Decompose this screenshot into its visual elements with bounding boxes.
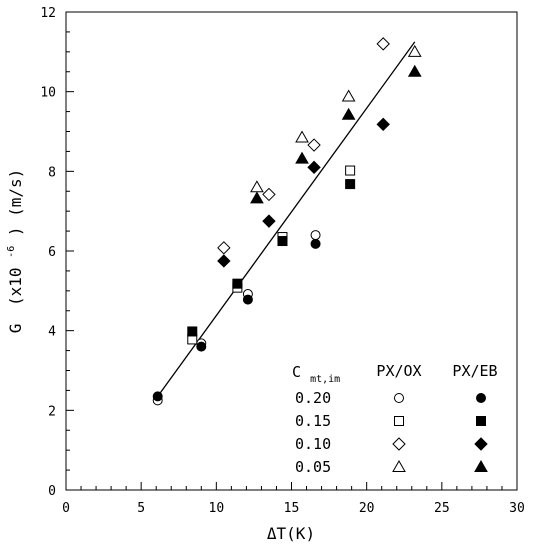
y-axis-title-units: ) (m/s) [6,169,25,236]
x-tick-label: 5 [137,501,145,516]
y-tick-label: 4 [48,325,56,340]
data-point-diamond-filled [376,117,390,132]
y-tick-label: 2 [48,404,56,419]
legend-marker-square-open [394,416,404,426]
data-point-circle-filled [152,391,163,402]
legend-row-label: 0.10 [295,435,331,453]
data-point-diamond-filled [262,214,276,228]
data-point-circle-open [310,230,321,241]
fit-line-group [157,41,416,397]
y-tick-label: 6 [48,245,56,260]
y-axis-title-exponent: -6 [6,246,17,258]
legend: C mt,im PX/OX PX/EB 0.20 0.15 0.10 0.05 [292,362,498,476]
data-points [152,37,422,406]
x-tick-label: 15 [284,501,300,516]
axis-tick-labels: 0 5 10 15 20 25 30 0 2 4 6 8 10 12 [40,6,524,516]
y-tick-label: 12 [40,6,56,21]
x-tick-label: 0 [62,501,70,516]
legend-row-label: 0.20 [295,389,331,407]
data-point-square-filled [345,179,356,190]
y-axis-title-main: G [6,324,25,334]
data-point-diamond-filled [217,254,231,268]
legend-header: C mt,im [292,363,340,385]
data-point-circle-filled [242,294,253,305]
legend-marker-triangle-open [392,459,406,472]
data-point-circle-filled [196,341,207,352]
legend-row-label: 0.05 [295,458,331,476]
data-point-triangle-filled [250,191,264,204]
legend-row-label: 0.15 [295,412,331,430]
x-tick-label: 30 [509,501,525,516]
y-axis-title: G (x10 -6 ) (m/s) [0,169,25,334]
data-point-square-filled [232,278,243,289]
legend-marker-triangle-filled [474,459,488,472]
data-point-square-filled [277,236,288,247]
data-point-triangle-filled [407,64,422,77]
fit-line [157,41,416,397]
axis-ticks [65,11,518,491]
legend-marker-diamond-filled [474,437,488,451]
legend-markers [392,393,488,472]
y-tick-label: 10 [40,86,56,101]
legend-marker-circle-open [394,393,404,403]
legend-header-sub: mt,im [310,374,340,385]
data-point-diamond-filled [307,160,321,175]
data-point-circle-filled [310,238,321,249]
x-tick-label: 10 [209,501,225,516]
data-point-square-filled [187,326,198,337]
x-axis-title: ΔT(K) [267,524,315,543]
data-point-triangle-filled [295,151,309,164]
legend-header-main: C [292,363,301,381]
legend-col-pxeb: PX/EB [452,362,497,380]
data-point-triangle-open [407,44,422,57]
data-point-diamond-open [217,241,231,255]
data-point-triangle-open [295,130,309,143]
y-tick-label: 8 [48,165,56,180]
data-point-triangle-open [250,180,264,193]
y-tick-label: 0 [48,484,56,499]
data-point-triangle-open [341,89,356,102]
x-tick-label: 25 [434,501,450,516]
legend-marker-square-filled [476,416,486,426]
legend-marker-circle-filled [476,393,486,403]
data-point-diamond-open [262,187,276,202]
legend-col-pxox: PX/OX [376,362,421,380]
data-point-square-open [345,165,356,176]
x-tick-label: 20 [359,501,375,516]
data-point-diamond-open [376,37,390,51]
plot-frame [65,11,518,491]
data-point-triangle-filled [341,107,356,120]
data-point-diamond-open [307,138,321,152]
y-axis-title-paren: (x10 [6,267,25,306]
legend-marker-diamond-open [392,437,406,451]
